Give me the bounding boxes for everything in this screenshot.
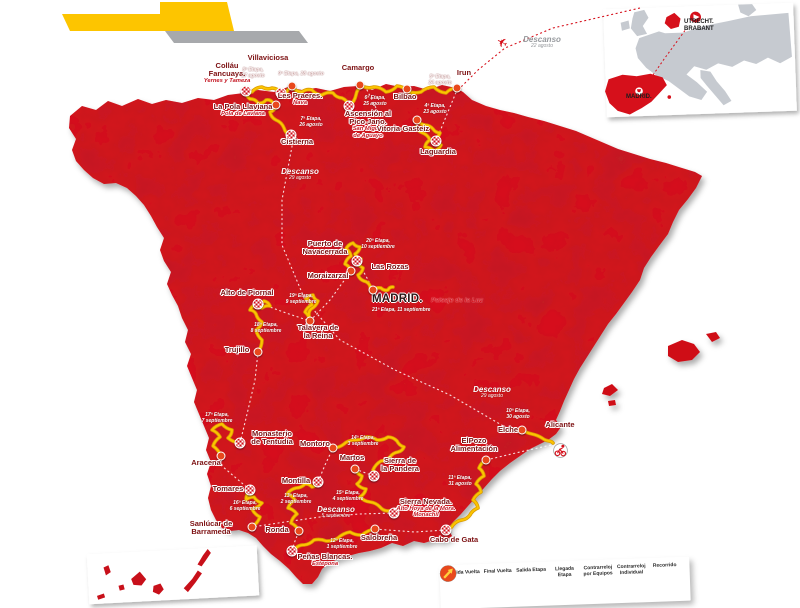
brand-ribbons [62,2,308,43]
transfer-dotted-line [459,7,641,89]
transfer-dotted-line [373,528,447,533]
route-line [245,489,263,528]
transfer-dotted-line [309,270,352,322]
final-vuelta-inset-icon [633,85,645,97]
transfer-dotted-line [317,447,334,483]
legend-item-label: Llegada Etapa [554,565,575,578]
route-line [211,423,241,457]
legend: Salida Vuelta Final Vuelta Salida Etapa Lle… [439,556,691,608]
legend-item-label: Recorrido [652,562,677,569]
legend-item-label: Contrarreloj Individual [616,563,646,576]
route-line [291,528,376,552]
route-line [445,459,487,531]
salida-vuelta-inset-icon [689,10,703,24]
route-line [354,468,395,514]
transfer-dotted-line [485,444,552,461]
legend-item: Recorrido [440,561,682,582]
route-line [332,435,405,477]
canary-islands-inset [86,545,260,605]
legend-item-label: Contrarreloj por Equipos [583,564,613,577]
route-line [249,300,271,353]
route-line [521,429,554,444]
legend-item: Contrarreloj por Equipos [439,563,615,582]
legend-item: Contrarreloj Individual [439,562,648,582]
legend-item: Llegada Etapa [439,564,582,583]
transfer-dotted-line [251,512,395,528]
legend-item: Final Vuelta [439,565,515,582]
transfer-dotted-line [261,303,311,322]
transfer-dotted-line [291,530,300,552]
legend-item-label: Salida Etapa [516,566,547,574]
legend-item: Salida Etapa [440,565,548,582]
route-line [286,481,319,532]
transfer-dotted-line [220,455,251,491]
legend-item-label: Final Vuelta [483,567,512,575]
route-line [304,294,319,322]
transfer-dotted-line [239,351,259,444]
europe-inset [603,2,797,118]
